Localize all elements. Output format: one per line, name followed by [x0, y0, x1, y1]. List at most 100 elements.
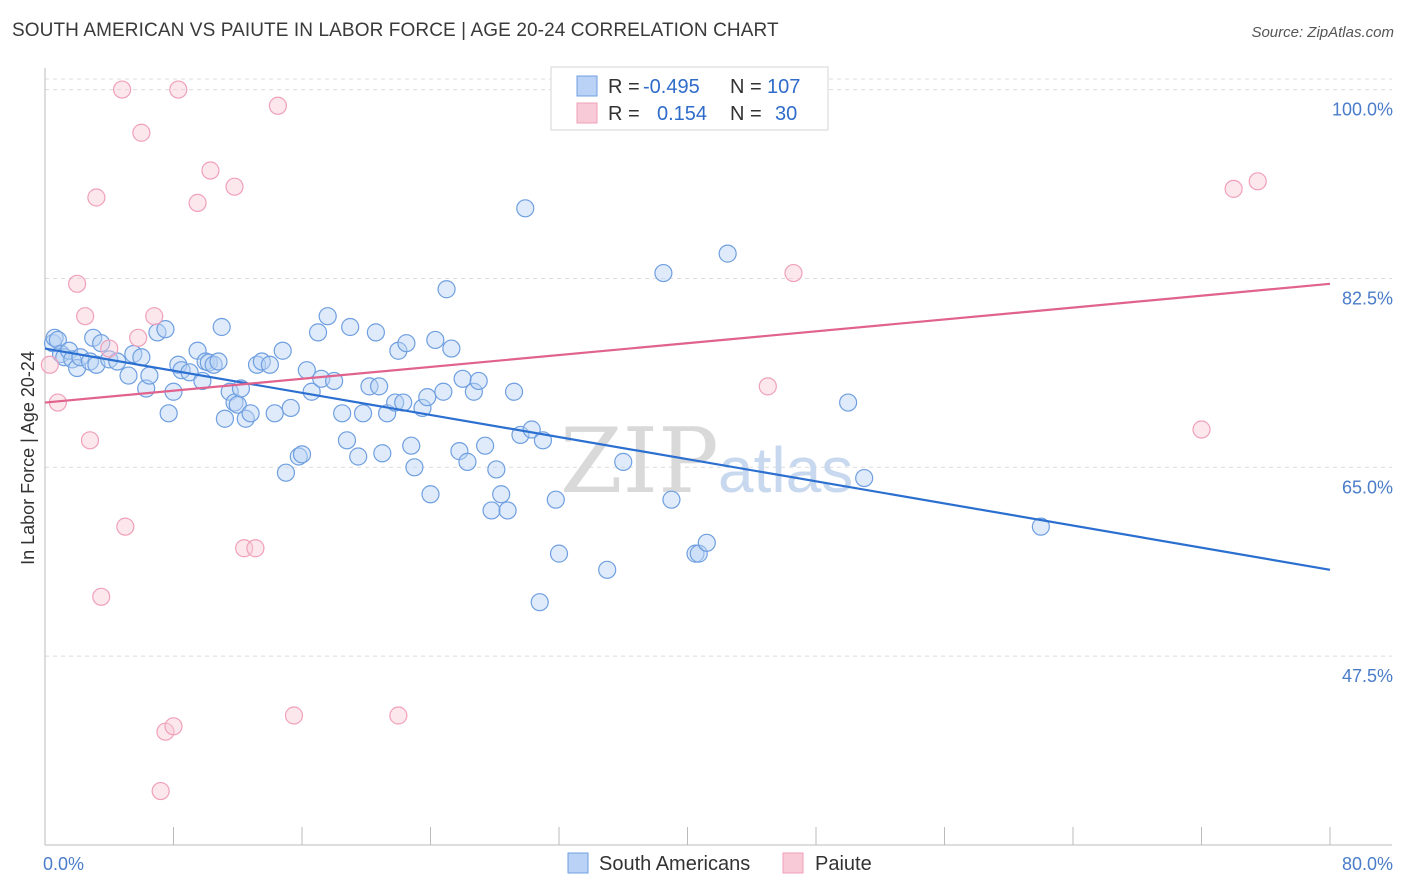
south-americans-point: [373, 444, 392, 463]
legend-r-label: R =: [608, 76, 640, 98]
south-americans-point: [487, 460, 506, 479]
legend-n-label: N =: [730, 76, 762, 98]
south-americans-point: [308, 323, 328, 342]
legend-top: R = -0.495 N = 107 R = 0.154 N = 30: [550, 66, 829, 131]
south-americans-point: [1031, 517, 1050, 536]
bottom-legend-south: South Americans: [599, 853, 750, 875]
paiute-point: [784, 263, 803, 283]
south-americans-point: [281, 398, 300, 418]
south-americans-point: [530, 593, 549, 612]
south-americans-point: [273, 341, 292, 360]
axes: [44, 68, 1392, 846]
chart-title: SOUTH AMERICAN VS PAIUTE IN LABOR FORCE …: [12, 20, 779, 41]
south-americans-points: [43, 199, 1050, 612]
south-americans-point: [437, 280, 456, 299]
paiute-point: [169, 80, 188, 99]
south-americans-point: [337, 431, 357, 450]
south-americans-point: [453, 369, 472, 388]
south-americans-point: [48, 330, 67, 350]
south-americans-point: [215, 409, 234, 428]
paiute-point: [188, 193, 207, 212]
south-americans-point: [360, 377, 379, 396]
paiute-point: [132, 123, 151, 142]
gridlines: [45, 78, 1392, 657]
south-americans-point: [458, 452, 477, 471]
south-americans-point: [516, 199, 535, 218]
paiute-point: [129, 328, 148, 347]
south-americans-point: [697, 533, 716, 552]
south-americans-point: [370, 377, 389, 396]
south-americans-point: [212, 317, 231, 337]
paiute-point: [758, 377, 777, 396]
watermark-zip: ZIP: [560, 409, 719, 514]
paiute-trend-line: [44, 282, 1331, 404]
legend-bottom: South Americans Paiute: [567, 852, 872, 875]
south-americans-trend-line: [44, 347, 1331, 571]
legend-n-paiute: 30: [775, 103, 797, 125]
south-americans-point: [855, 468, 874, 488]
south-americans-point: [159, 404, 178, 423]
legend-r-south: -0.495: [643, 76, 700, 98]
x-tick-label: 0.0%: [43, 854, 84, 874]
south-americans-point: [614, 452, 633, 471]
y-tick-label: 65.0%: [1342, 477, 1393, 497]
legend-n-south: 107: [767, 76, 800, 98]
south-americans-point: [504, 382, 524, 401]
legend-r-paiute: 0.154: [657, 103, 707, 125]
south-americans-point: [349, 447, 368, 466]
paiute-point: [68, 274, 87, 293]
south-americans-point: [353, 404, 373, 423]
south-americans-point: [397, 334, 416, 353]
south-americans-point: [140, 366, 159, 385]
paiute-point: [76, 307, 95, 326]
legend-n-label-2: N =: [730, 103, 762, 125]
legend-r-label-2: R =: [608, 103, 640, 125]
paiute-point: [201, 161, 220, 180]
bottom-swatch-south: [567, 852, 589, 874]
paiute-point: [40, 355, 59, 374]
south-americans-point: [718, 244, 737, 263]
paiute-point: [100, 339, 119, 358]
south-americans-point: [119, 366, 138, 385]
legend-swatch-paiute: [576, 102, 598, 124]
south-americans-point: [220, 382, 239, 401]
south-americans-point: [260, 355, 279, 374]
paiute-point: [1248, 172, 1267, 191]
y-axis-label: In Labor Force | Age 20-24: [18, 351, 38, 565]
south-americans-point: [247, 355, 267, 374]
south-americans-point: [549, 544, 569, 563]
paiute-point: [151, 781, 170, 801]
bottom-legend-paiute: Paiute: [815, 853, 872, 875]
paiute-point: [145, 307, 164, 326]
south-americans-point: [839, 393, 858, 412]
y-tick-label: 100.0%: [1332, 100, 1393, 120]
paiute-point: [87, 188, 106, 207]
paiute-point: [116, 517, 135, 536]
south-americans-point: [492, 485, 511, 504]
south-americans-point: [421, 485, 440, 504]
south-americans-point: [209, 352, 228, 371]
south-americans-point: [289, 447, 308, 466]
south-americans-point: [662, 490, 681, 509]
legend-swatch-south: [576, 75, 598, 97]
bottom-swatch-paiute: [782, 852, 804, 874]
paiute-point: [389, 706, 408, 725]
south-americans-point: [434, 382, 453, 401]
south-americans-point: [476, 436, 495, 455]
south-americans-point: [45, 328, 64, 347]
south-americans-point: [204, 355, 223, 374]
south-americans-point: [418, 388, 437, 407]
y-tick-label: 47.5%: [1342, 666, 1393, 686]
paiute-point: [80, 431, 100, 450]
paiute-point: [164, 717, 183, 736]
paiute-points: [40, 80, 1267, 801]
south-americans-point: [276, 463, 296, 482]
paiute-point: [246, 539, 265, 558]
south-americans-point: [442, 339, 461, 358]
south-americans-point: [598, 560, 617, 579]
paiute-point: [225, 177, 244, 196]
south-americans-point: [654, 263, 673, 283]
source-credit: Source: ZipAtlas.com: [1251, 24, 1394, 41]
south-americans-point: [469, 371, 488, 391]
paiute-point: [284, 706, 304, 725]
